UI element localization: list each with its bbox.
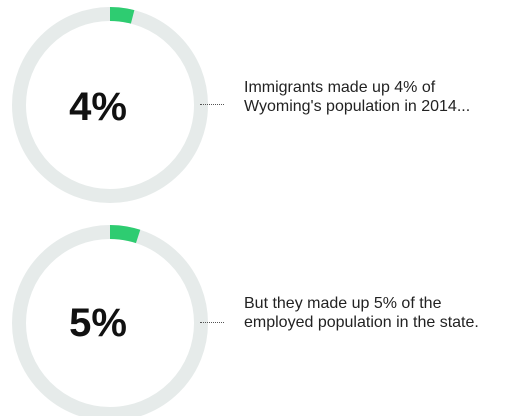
stat-value-employment: 5% bbox=[69, 301, 127, 345]
leader-line bbox=[200, 322, 224, 323]
stat-block-employment: 5% But they made up 5% of the employed p… bbox=[0, 208, 505, 416]
donut-arc-population bbox=[109, 7, 135, 24]
donut-chart-employment: 5% bbox=[12, 225, 208, 416]
leader-line bbox=[200, 104, 224, 105]
stat-caption-employment: But they made up 5% of the employed popu… bbox=[244, 295, 479, 331]
stat-value-population: 4% bbox=[69, 85, 127, 129]
stat-block-population: 4% Immigrants made up 4% of Wyoming's po… bbox=[12, 7, 471, 203]
donut-chart-population: 4% bbox=[12, 7, 208, 203]
stat-caption-population: Immigrants made up 4% of Wyoming's popul… bbox=[244, 79, 471, 115]
donut-arc-employment bbox=[109, 225, 141, 244]
